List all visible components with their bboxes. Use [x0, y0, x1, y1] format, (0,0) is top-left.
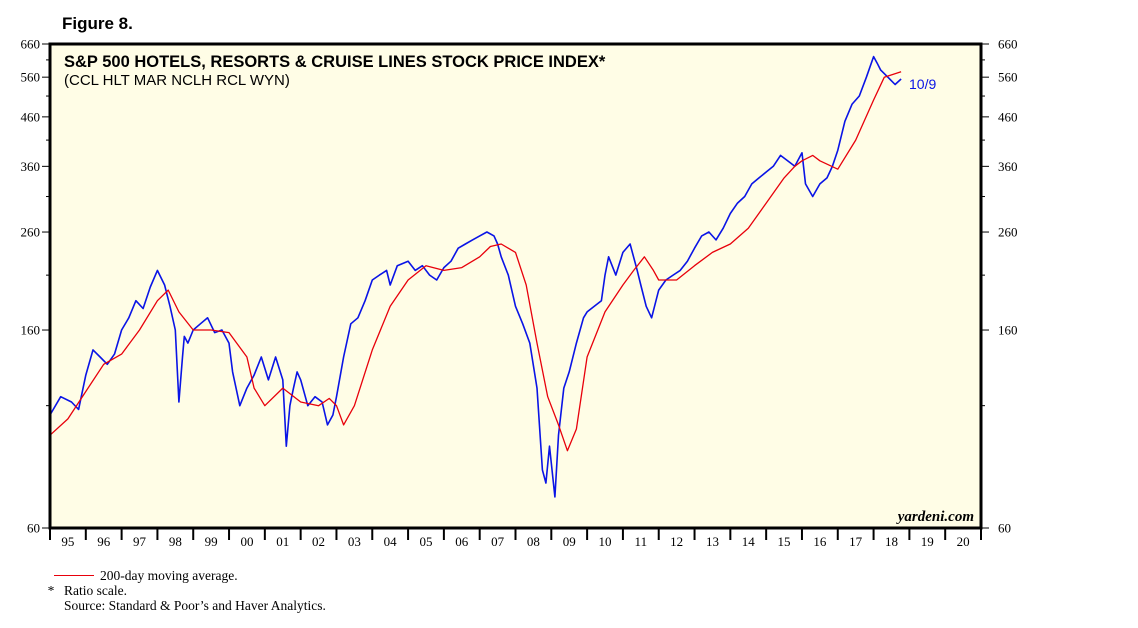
ratio-note: * Ratio scale.	[38, 583, 326, 598]
y-tick-label-left: 260	[21, 225, 41, 240]
y-tick-label-right: 260	[998, 225, 1018, 240]
y-tick-label-right: 360	[998, 159, 1018, 174]
x-tick-label: 10	[599, 534, 612, 549]
figure-label: Figure 8.	[62, 14, 133, 33]
x-tick-label: 11	[635, 534, 648, 549]
x-tick-label: 01	[276, 534, 289, 549]
y-tick-label-left: 660	[21, 37, 41, 52]
ma-legend-swatch	[54, 575, 94, 577]
plot-background	[50, 44, 981, 528]
x-tick-label: 13	[706, 534, 719, 549]
y-tick-label-left: 560	[21, 70, 41, 85]
x-tick-label: 17	[849, 534, 863, 549]
left-axis: 60 160 260 360 460 560 660	[21, 37, 50, 536]
chart-subtitle: (CCL HLT MAR NCLH RCL WYN)	[64, 72, 290, 89]
footnotes: 200-day moving average. * Ratio scale. So…	[38, 568, 326, 613]
chart: 60 160 260 360 460 560 660 60 160 260 360 460 560 66…	[21, 37, 1018, 550]
y-tick-label-right: 560	[998, 70, 1018, 85]
x-tick-label: 97	[133, 534, 147, 549]
x-tick-label: 12	[670, 534, 683, 549]
y-tick-label-left: 360	[21, 159, 41, 174]
y-tick-label-right: 660	[998, 37, 1018, 52]
series-layer	[49, 55, 902, 498]
chart-title: S&P 500 HOTELS, RESORTS & CRUISE LINES S…	[64, 53, 606, 71]
x-tick-label: 03	[348, 534, 361, 549]
x-tick-label: 08	[527, 534, 540, 549]
x-tick-label: 07	[491, 534, 505, 549]
x-tick-label: 95	[61, 534, 74, 549]
x-tick-label: 16	[813, 534, 827, 549]
y-tick-label-left: 60	[27, 521, 40, 536]
right-axis: 60 160 260 360 460 560 660	[981, 37, 1018, 536]
x-tick-label: 98	[169, 534, 182, 549]
x-tick-label: 99	[205, 534, 218, 549]
x-tick-label: 19	[921, 534, 934, 549]
x-tick-label: 04	[384, 534, 398, 549]
x-tick-label: 00	[240, 534, 253, 549]
ratio-note-text: Ratio scale.	[64, 583, 127, 598]
x-tick-label: 96	[97, 534, 111, 549]
y-tick-label-left: 460	[21, 109, 41, 124]
ratio-note-star: *	[47, 583, 55, 598]
y-tick-label-right: 460	[998, 109, 1018, 124]
x-tick-label: 09	[563, 534, 576, 549]
x-tick-label: 18	[885, 534, 898, 549]
ma-legend-label: 200-day moving average.	[100, 568, 238, 583]
y-tick-label-right: 60	[998, 521, 1011, 536]
yardeni-watermark: yardeni.com	[896, 509, 974, 525]
x-tick-label: 14	[742, 534, 756, 549]
source-note-text: Source: Standard & Poor’s and Haver Anal…	[64, 598, 326, 613]
moving-average-line	[49, 71, 902, 452]
index-series-line	[49, 55, 902, 498]
legend-row: 200-day moving average.	[38, 568, 326, 583]
x-tick-label: 02	[312, 534, 325, 549]
x-tick-label: 06	[455, 534, 469, 549]
last-date-label: 10/9	[909, 76, 936, 92]
source-note: Source: Standard & Poor’s and Haver Anal…	[38, 598, 326, 613]
y-tick-label-left: 160	[21, 323, 41, 338]
x-tick-label: 15	[778, 534, 791, 549]
x-axis: 95 96 97 98 99 00 01 02 03 04 05 06 07 08 09 10 11 12 13 14…	[49, 529, 982, 549]
x-tick-label: 05	[419, 534, 432, 549]
y-tick-label-right: 160	[998, 323, 1018, 338]
plot-frame	[48, 42, 983, 530]
x-tick-label: 20	[957, 534, 970, 549]
